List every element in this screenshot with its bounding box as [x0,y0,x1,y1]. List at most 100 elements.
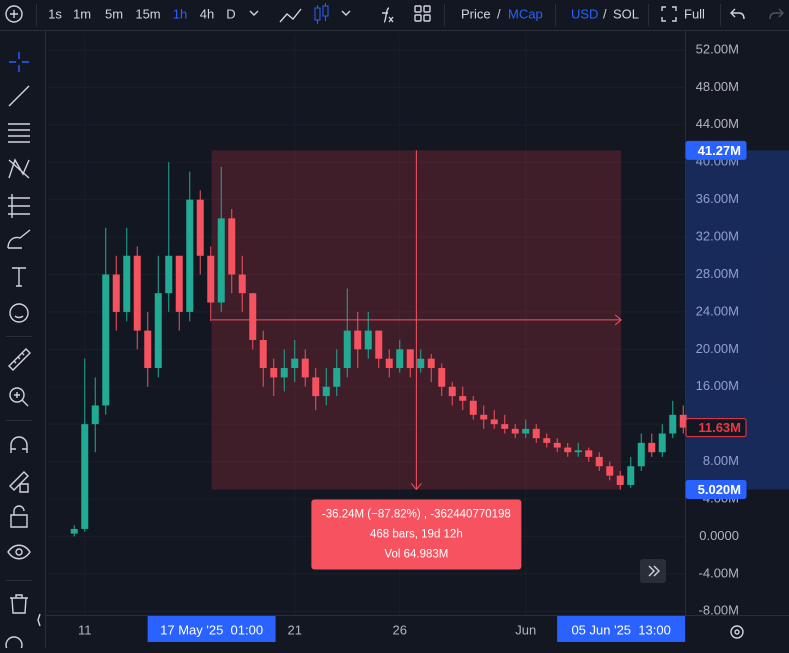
add-symbol[interactable] [5,5,23,23]
candle-body [427,358,435,369]
price-mode[interactable]: Price [461,6,491,21]
time-label: 17 May '25 01:00 [160,622,263,637]
candle-body [522,428,530,434]
candle-body [270,368,278,378]
zoom-tool[interactable] [9,387,29,407]
candle-body [112,274,120,312]
candle-body [291,358,299,369]
price-range-highlight [686,150,789,490]
object-tree-button[interactable] [5,636,23,653]
candle-body [543,438,551,443]
y-tick-label: 32.00M [696,229,739,244]
settings-button[interactable] [730,625,744,639]
candle-body [511,428,519,434]
text-tool[interactable] [12,267,26,287]
candle-body [207,255,215,303]
measure-bars: 468 bars, 19d 12h [370,528,463,540]
price-label: 11.63M [698,420,741,435]
y-tick-label: -8.00M [699,603,739,618]
time-label-box [147,616,276,642]
ruler-tool[interactable] [8,348,31,371]
candle-body [637,442,645,467]
sol-currency[interactable]: SOL [613,6,639,21]
y-tick-label: 8.00M [703,453,739,468]
candle-body [154,293,162,369]
interval-button[interactable]: 15m [135,6,160,21]
interval-button[interactable]: 1m [73,6,91,21]
undo-button[interactable] [730,8,745,20]
candle-body [448,386,456,397]
price-label: 5.020M [698,482,741,497]
plot [48,35,687,615]
candle-body [616,475,624,485]
y-tick-label: 28.00M [696,266,739,281]
magnet-tool[interactable] [10,436,28,453]
candle-body [627,466,635,485]
redo-button[interactable] [769,8,784,20]
candle-body [312,377,320,397]
candle-body [480,414,488,420]
candle-body [490,419,498,425]
fullscreen-button[interactable]: Full [684,6,705,21]
hide-tool[interactable] [7,544,31,560]
time-label-box [557,616,686,642]
candle-body [417,358,425,369]
stay-drawing-tool[interactable] [9,471,29,493]
candle-body [322,386,330,397]
layout-button[interactable] [414,5,431,22]
candle-body [186,199,194,312]
fullscreen-icon[interactable] [661,6,677,22]
trendline-tool[interactable] [8,85,30,107]
crosshair-tool[interactable] [9,52,29,72]
lock-tool[interactable] [10,505,28,528]
candle-body [354,330,362,350]
interval-menu[interactable] [249,10,259,16]
candle-body [333,368,341,387]
usd-currency[interactable]: USD [571,6,598,21]
candle-body [385,358,393,369]
interval-button[interactable]: D [226,6,235,21]
interval-button[interactable]: 4h [200,6,214,21]
price-label-box [685,140,747,160]
price-label: 41.27M [698,143,741,158]
measure-volume: Vol 64.983M [384,548,448,560]
fib-tool[interactable] [8,123,30,143]
measure-tooltip [311,499,522,570]
price-label-box [685,418,747,438]
interval-button[interactable]: 1h [173,6,187,21]
candle-body [123,255,131,312]
pattern-tool[interactable] [8,158,30,179]
candle-body [364,330,372,350]
brush-tool[interactable] [7,229,31,249]
projection-tool[interactable] [8,194,30,218]
delete-tool[interactable] [10,594,28,614]
measure-h-arrow [614,314,622,326]
chart-type-menu[interactable] [341,10,351,16]
candle-body [144,330,152,369]
candle-button[interactable] [314,3,329,24]
y-tick-label: -4.00M [699,565,739,580]
interval-button[interactable]: 1s [48,6,62,21]
icon-tool[interactable] [9,303,29,323]
scroll-button[interactable] [640,559,666,583]
indicators-button[interactable] [382,7,394,23]
candle-body [438,368,446,387]
candle-body [249,293,257,340]
time-label: 05 Jun '25 13:00 [571,622,670,637]
collapse-sidebar[interactable] [37,613,41,627]
candle-body [469,400,477,415]
candle-body [81,424,89,529]
candle-body [396,349,404,369]
mcap-mode[interactable]: MCap [508,6,543,21]
candle-body [553,442,561,448]
y-tick-label: 52.00M [696,41,739,56]
line-chart-button[interactable] [279,8,302,23]
candle-body [375,330,383,359]
interval-button[interactable]: 5m [105,6,123,21]
candle-body [648,442,656,453]
candle-body [343,330,351,369]
candle-body [679,414,687,428]
candle-body [564,447,572,453]
candle-body [532,428,540,439]
